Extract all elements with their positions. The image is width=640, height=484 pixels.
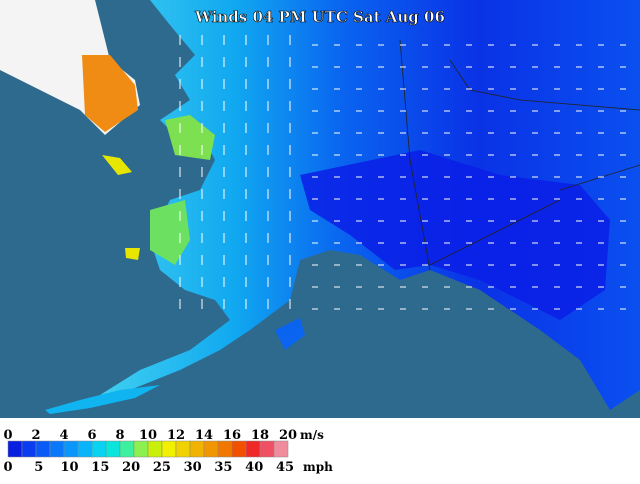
legend-swatch: [119, 440, 135, 458]
ms-tick-label: 2: [31, 428, 40, 443]
legend-swatch: [21, 440, 37, 458]
ms-tick-label: 12: [167, 428, 185, 443]
mph-unit: mph: [303, 460, 333, 474]
legend-swatch: [63, 440, 79, 458]
legend-swatch: [273, 440, 289, 458]
aleutians: [45, 385, 160, 414]
kodiak-island: [275, 318, 305, 350]
legend-swatch: [105, 440, 121, 458]
nunivak-island: [125, 248, 140, 260]
legend-swatch: [133, 440, 149, 458]
ms-tick-label: 8: [115, 428, 124, 443]
ms-tick-label: 4: [59, 428, 68, 443]
ms-tick-label: 16: [223, 428, 241, 443]
ms-tick-label: 20: [279, 428, 297, 443]
legend-swatch: [203, 440, 219, 458]
ms-tick-label: 6: [87, 428, 96, 443]
legend-swatch: [245, 440, 261, 458]
ms-tick-label: 14: [195, 428, 213, 443]
legend-swatch: [161, 440, 177, 458]
mph-tick-label: 5: [34, 460, 43, 475]
legend-swatch: [147, 440, 163, 458]
legend-swatch: [77, 440, 93, 458]
legend-swatch: [35, 440, 51, 458]
mph-tick-label: 10: [61, 460, 79, 475]
st-lawrence-island: [102, 155, 132, 175]
legend-swatch: [175, 440, 191, 458]
map-title: Winds 04 PM UTC Sat Aug 06: [194, 8, 445, 26]
legend-swatch: [231, 440, 247, 458]
mph-tick-label: 20: [122, 460, 140, 475]
mph-tick-label: 15: [91, 460, 109, 475]
legend-swatch: [7, 440, 23, 458]
ms-unit: m/s: [300, 428, 324, 442]
mph-tick-label: 40: [245, 460, 263, 475]
legend-swatch: [259, 440, 275, 458]
ms-tick-label: 0: [3, 428, 12, 443]
wind-arrows: [179, 35, 626, 310]
ms-tick-label: 18: [251, 428, 269, 443]
legend-swatch: [91, 440, 107, 458]
legend-swatch: [189, 440, 205, 458]
ms-tick-label: 10: [139, 428, 157, 443]
calm-region: [300, 150, 610, 320]
mph-tick-label: 35: [214, 460, 232, 475]
legend-swatch: [49, 440, 65, 458]
mph-tick-label: 0: [3, 460, 12, 475]
borders: [399, 39, 640, 271]
legend: 0 2 4 6 8 10 12 14 16 18 20 m/s0 5 10 15 20 25 30 35 40 45 mp…: [3, 428, 333, 475]
mph-tick-label: 30: [184, 460, 202, 475]
mph-tick-label: 25: [153, 460, 171, 475]
legend-swatch: [217, 440, 233, 458]
chukotka-winds: [82, 55, 138, 132]
mph-tick-label: 45: [276, 460, 294, 475]
